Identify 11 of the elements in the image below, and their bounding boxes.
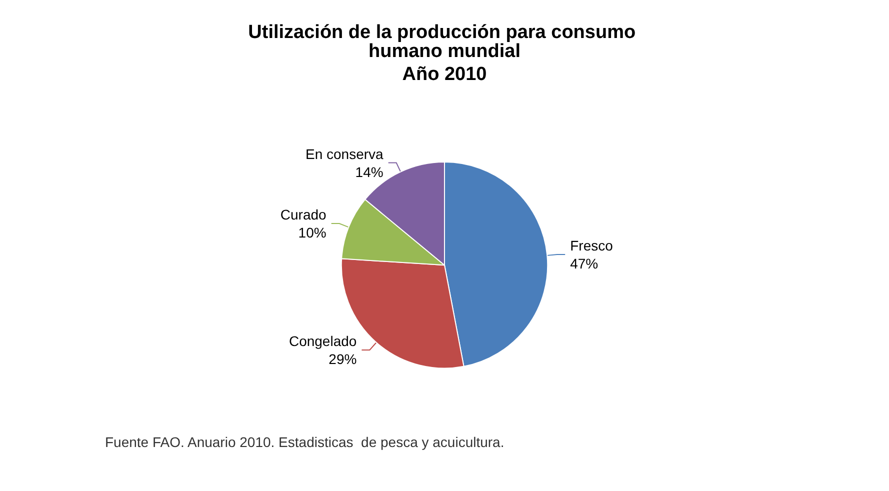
data-label: 10% [298, 224, 326, 240]
data-label: 14% [355, 164, 384, 180]
data-label: 47% [570, 255, 598, 272]
slice-label: Fresco [570, 237, 614, 254]
source-note: Fuente FAO. Anuario 2010. Estadisticas de pesca y acuicultura. [105, 434, 504, 450]
slice-label: En conserva [306, 146, 384, 162]
chart-title: Utilización de la producción para consumo humano mundial [248, 22, 641, 62]
slice-label: Congelado [288, 332, 357, 349]
chart-subtitle: Año 2010 [402, 64, 487, 85]
slice-label: Curado [280, 206, 327, 222]
data-label: 29% [328, 350, 357, 367]
